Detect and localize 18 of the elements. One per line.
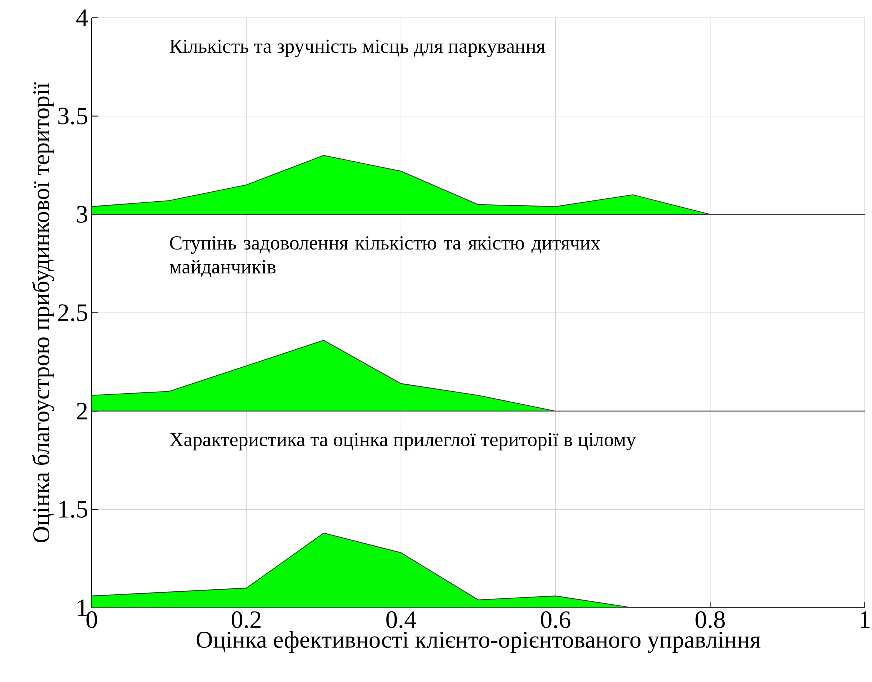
y-axis-title: Оцінка благоустрою прибудинкової території xyxy=(32,82,54,543)
x-tick-label: 0.2 xyxy=(232,612,261,628)
y-tick-label: 2.5 xyxy=(58,304,88,322)
annotation: Кількість та зручність місць для паркування xyxy=(170,40,546,58)
y-tick-label: 3.5 xyxy=(58,108,88,125)
y-tick-label: 1.5 xyxy=(60,501,88,518)
x-tick-label: 0.4 xyxy=(386,612,416,628)
x-axis-title: Оцінка ефективності клієнто-орієнтованого управління xyxy=(196,631,761,654)
y-tick-label: 3 xyxy=(77,206,88,224)
x-tick-label: 1 xyxy=(860,612,870,628)
y-tick-label: 2 xyxy=(77,403,88,420)
x-tick-label: 0.8 xyxy=(696,612,726,628)
x-tick-label: 0 xyxy=(86,612,98,628)
annotation: Ступінь задоволення кількістю та якістю дитячих майданчиків xyxy=(170,236,601,278)
x-tick-label: 0.6 xyxy=(541,612,571,628)
y-tick-label: 4 xyxy=(76,10,88,26)
annotation: Характеристика та оцінка прилеглої території в цілому xyxy=(170,433,636,451)
y-tick-label: 1 xyxy=(78,600,87,616)
